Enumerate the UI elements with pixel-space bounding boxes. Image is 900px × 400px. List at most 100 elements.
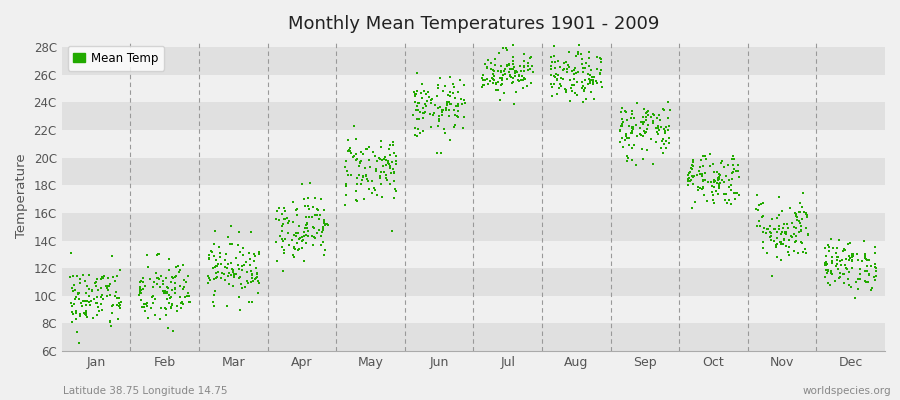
Point [764,273,778,280]
Point [615,105,629,111]
Point [778,230,792,236]
Point [202,254,216,261]
Point [170,302,184,309]
Point [629,161,643,168]
Point [208,288,222,294]
Point [506,54,520,60]
Point [444,101,458,108]
Point [505,66,519,72]
Point [616,144,630,150]
Point [825,271,840,277]
Point [616,135,630,141]
Point [356,151,371,158]
Point [244,268,258,274]
Point [640,147,654,153]
Point [342,148,356,154]
Point [499,45,513,52]
Point [370,158,384,165]
Point [427,110,441,116]
Point [276,220,291,227]
Point [860,257,874,263]
Point [842,253,856,260]
Point [817,244,832,251]
Point [211,269,225,276]
Point [79,310,94,316]
Point [750,191,764,198]
Point [286,198,301,205]
Point [224,223,238,229]
Point [688,198,702,205]
Point [842,268,856,275]
Point [655,136,670,142]
Point [164,304,178,311]
Point [78,290,93,296]
Point [453,77,467,83]
Point [63,274,77,280]
Point [286,245,301,251]
Point [408,92,422,99]
Point [839,256,853,262]
Point [447,124,462,130]
Point [495,76,509,83]
Point [550,90,564,97]
Point [693,185,707,192]
Point [801,232,815,238]
Point [317,207,331,213]
Point [615,122,629,128]
Point [101,275,115,282]
Point [240,269,255,275]
Point [148,270,163,276]
Point [363,164,377,170]
Point [297,196,311,202]
Point [635,119,650,125]
Point [100,285,114,292]
Point [310,212,325,218]
Point [158,312,173,318]
Point [724,156,739,162]
Point [381,158,395,164]
Point [497,68,511,74]
Point [134,278,148,284]
Point [765,216,779,222]
Point [418,101,432,108]
Point [139,300,153,307]
Point [103,281,117,287]
Point [846,252,860,259]
Point [833,262,848,269]
Point [377,156,392,162]
Point [443,136,457,143]
Point [799,210,814,216]
Point [106,301,121,308]
Point [175,298,189,305]
Point [868,261,882,267]
Point [82,272,96,278]
Point [440,99,454,106]
Point [641,108,655,114]
Point [299,240,313,246]
Point [858,253,872,259]
Point [546,81,561,88]
Point [157,290,171,296]
Point [446,107,461,113]
Point [584,89,598,96]
Point [478,61,492,67]
Point [440,102,454,108]
Point [69,308,84,315]
Point [167,274,182,280]
Point [273,233,287,240]
Point [770,241,785,247]
Bar [62,130,885,158]
Point [695,173,709,180]
Point [645,111,660,118]
Point [774,257,788,263]
Point [593,70,608,77]
Point [249,270,264,276]
Point [753,201,768,207]
Point [168,290,183,296]
Point [504,74,518,80]
Point [583,66,598,73]
Point [652,123,666,130]
Point [349,151,364,157]
Point [382,165,397,172]
Point [622,123,636,129]
